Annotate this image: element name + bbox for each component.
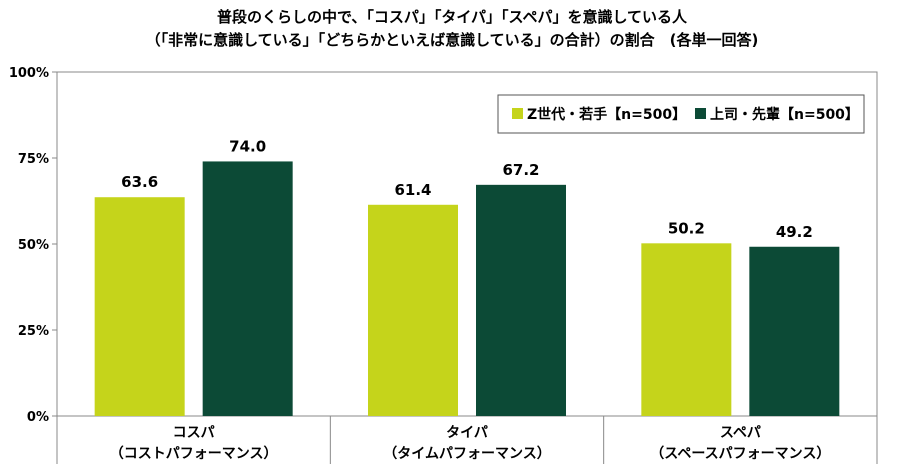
legend-label-superiors: 上司・先輩【n=500】: [710, 106, 859, 123]
bar: [641, 243, 732, 416]
bar: [94, 197, 185, 416]
legend: Z世代・若手【n=500】 上司・先輩【n=500】: [497, 94, 865, 134]
bar: [202, 161, 293, 416]
x-axis: コスパ （コストパフォーマンス） タイパ （タイムパフォーマンス） スペパ （スペースパフ…: [56, 416, 878, 464]
data-label: 49.2: [776, 223, 813, 241]
bars: [94, 161, 840, 416]
legend-swatch-superiors: [695, 108, 706, 119]
y-tick-label: 100%: [9, 66, 49, 81]
legend-swatch-z-generation: [512, 108, 523, 119]
data-labels: 63.6 74.0 61.4 67.2 50.2 49.2: [121, 137, 813, 240]
y-tick-label: 75%: [18, 152, 49, 167]
legend-box: [497, 94, 865, 134]
category-label: スペパ: [720, 425, 761, 441]
category-sublabel: （スペースパフォーマンス）: [650, 446, 830, 462]
category-label: タイパ: [446, 425, 488, 441]
category-sublabel: （タイムパフォーマンス）: [383, 446, 550, 462]
category-sublabel: （コストパフォーマンス）: [110, 446, 278, 462]
chart-subtitle: （「非常に意識している」「どちらかといえば意識している」の合計）の割合 (各単一…: [146, 31, 759, 49]
category-label: コスパ: [173, 425, 215, 441]
data-label: 67.2: [502, 161, 539, 179]
data-label: 61.4: [394, 181, 431, 199]
bar: [476, 184, 566, 416]
bar: [749, 246, 840, 416]
legend-label-z-generation: Z世代・若手【n=500】: [527, 106, 686, 123]
y-tick-label: 0%: [27, 410, 49, 425]
bar: [368, 204, 458, 416]
data-label: 74.0: [229, 137, 266, 155]
data-label: 63.6: [121, 173, 158, 191]
y-axis: 0% 25% 50% 75% 100%: [9, 66, 57, 425]
chart-title: 普段のくらしの中で、「コスパ」「タイパ」「スペパ」を意識している人: [217, 8, 688, 26]
data-label: 50.2: [668, 219, 705, 237]
y-tick-label: 50%: [18, 238, 49, 253]
y-tick-label: 25%: [18, 324, 49, 339]
